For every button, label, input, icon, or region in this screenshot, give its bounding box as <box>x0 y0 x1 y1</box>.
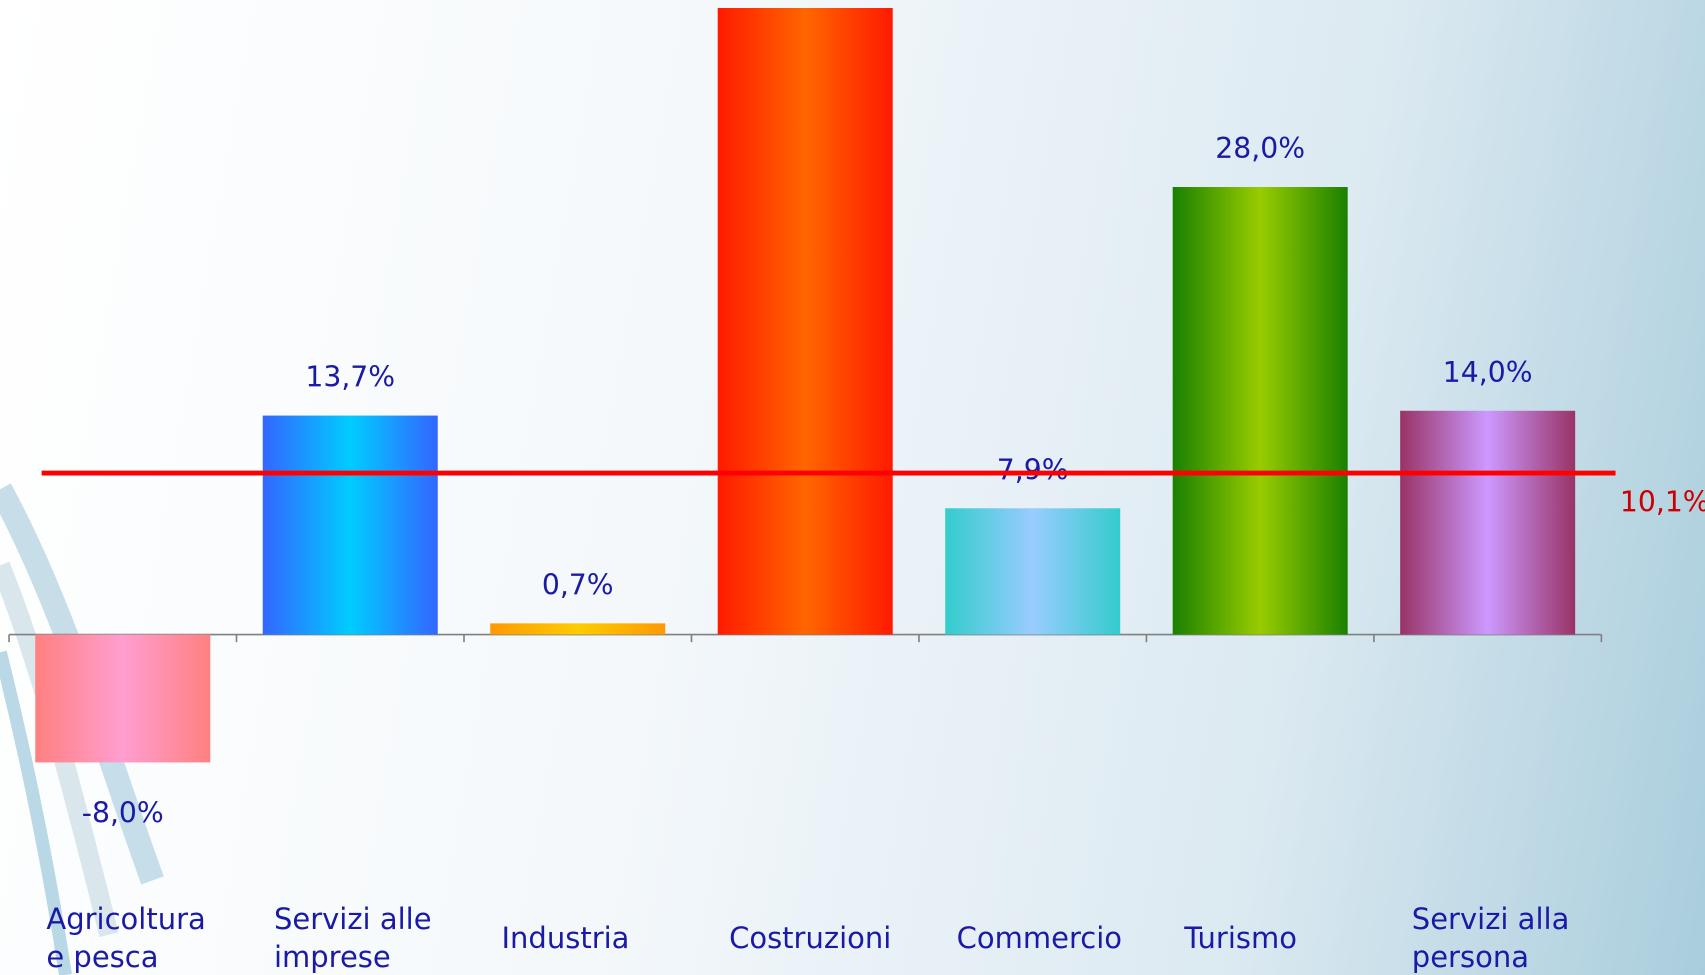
value-label: 28,0% <box>1215 132 1305 165</box>
x-tick-label: Servizi alla persona <box>1411 902 1570 974</box>
x-tick-label: Industria <box>501 921 630 955</box>
decoration <box>0 650 72 975</box>
bar <box>717 7 893 635</box>
value-label: -8,0% <box>82 797 164 830</box>
x-tick-label: Commercio <box>956 921 1123 955</box>
value-label: 0,7% <box>542 568 614 601</box>
x-tick-label: Turismo <box>1184 921 1297 955</box>
bar <box>35 634 211 763</box>
value-label: 13,7% <box>305 361 395 394</box>
x-tick-label: Costruzioni <box>729 921 892 955</box>
bar <box>262 415 438 635</box>
x-tick-label: Agricoltura e pesca <box>46 902 206 974</box>
reference-label: 10,1% <box>1620 486 1705 519</box>
value-label: 7,9% <box>997 453 1069 486</box>
bar <box>1400 410 1576 635</box>
x-tick-label: Servizi alle imprese <box>273 902 432 974</box>
value-label: 14,0% <box>1443 356 1533 389</box>
bar <box>490 623 666 635</box>
bar <box>945 508 1121 635</box>
bar <box>1172 187 1348 635</box>
